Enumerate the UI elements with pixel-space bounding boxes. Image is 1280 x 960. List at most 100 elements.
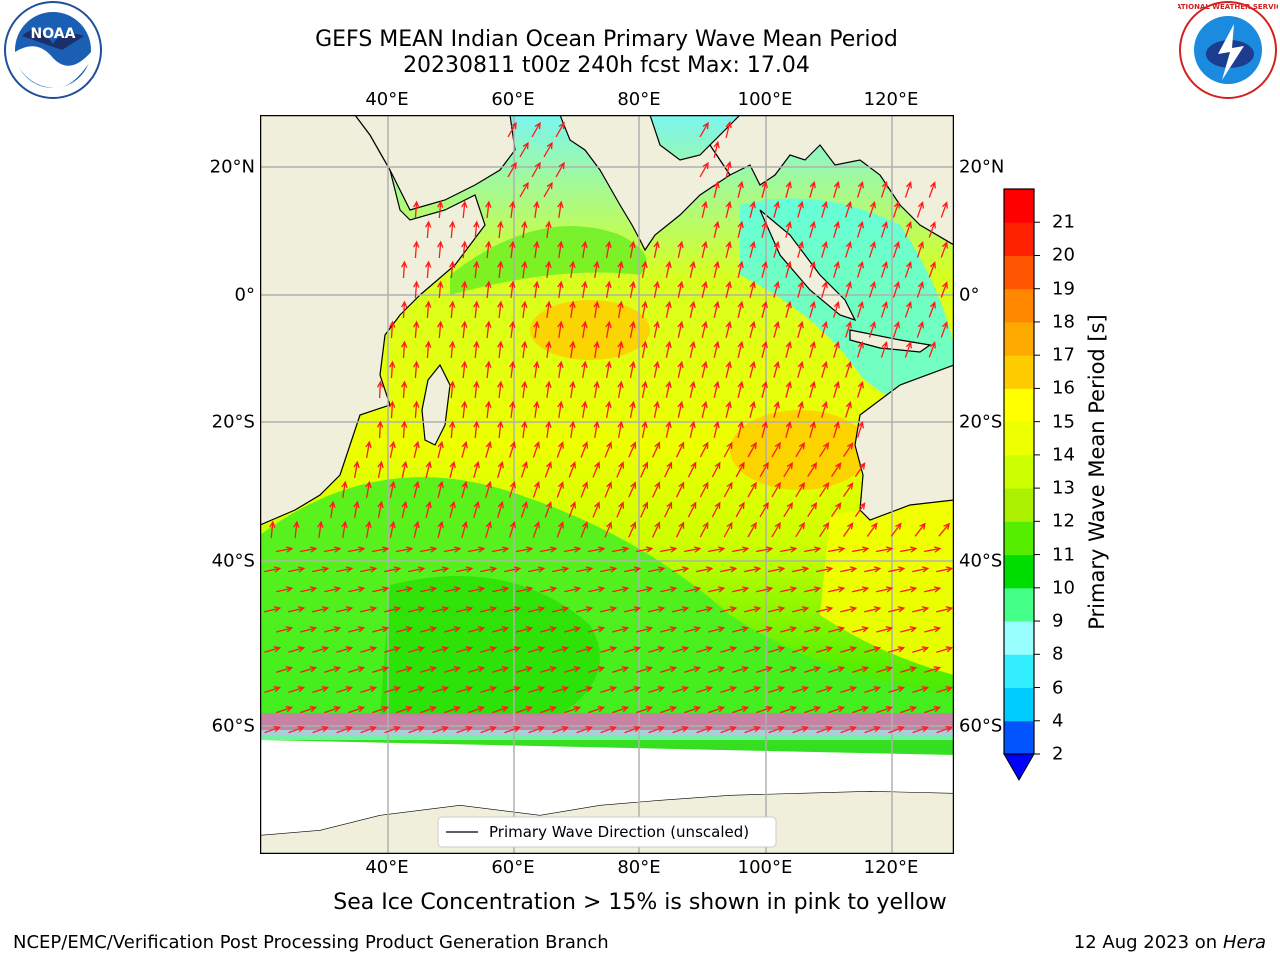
wave-direction-arrow: [275, 546, 294, 553]
wave-direction-arrow: [653, 360, 660, 378]
wave-direction-arrow: [461, 320, 468, 339]
wave-direction-arrow: [576, 686, 594, 694]
wave-direction-arrow: [880, 220, 888, 238]
lon-label-bottom-40e: 40°E: [365, 857, 409, 878]
wave-direction-arrow: [312, 566, 330, 573]
wave-direction-arrow: [821, 280, 828, 298]
map-subtitle: 20230811 t00z 240h fcst Max: 17.04: [403, 53, 810, 78]
wave-direction-arrow: [648, 686, 666, 694]
colorbar-segment: [1004, 321, 1034, 356]
wave-direction-arrow: [497, 420, 504, 438]
colorbar-segment: [1004, 687, 1034, 722]
wave-direction-arrow: [936, 726, 953, 734]
wave-direction-arrow: [940, 321, 948, 338]
wave-direction-arrow: [420, 666, 438, 673]
wave-direction-arrow: [467, 546, 486, 553]
wave-direction-arrow: [504, 566, 522, 573]
wave-direction-arrow: [830, 462, 842, 477]
wave-direction-arrow: [842, 442, 854, 457]
colorbar-tick-label: 20: [1052, 244, 1075, 266]
wave-direction-arrow: [840, 726, 857, 734]
wave-direction-arrow: [401, 420, 408, 439]
wave-direction-arrow: [737, 420, 744, 438]
wave-direction-arrows: [264, 120, 954, 734]
wave-direction-arrow: [854, 462, 866, 477]
wave-direction-arrow: [624, 726, 641, 734]
wave-direction-arrow: [665, 260, 672, 278]
wave-direction-arrow: [803, 546, 822, 553]
wave-direction-arrow: [408, 566, 426, 573]
wave-direction-arrow: [569, 380, 576, 398]
lon-label-bottom-100e: 100°E: [737, 857, 793, 878]
wave-direction-arrow: [735, 461, 745, 478]
wave-direction-arrow: [828, 666, 846, 673]
wave-direction-arrow: [564, 626, 582, 633]
wave-direction-arrow: [389, 520, 396, 538]
wave-direction-arrow: [771, 521, 781, 538]
legend-label: Primary Wave Direction (unscaled): [489, 823, 749, 841]
wave-direction-arrow: [617, 340, 624, 359]
colorbar-segment: [1004, 222, 1034, 256]
wave-direction-arrow: [552, 726, 569, 734]
madagascar-land: [421, 363, 451, 446]
wave-direction-arrow: [804, 666, 822, 673]
wave-direction-arrow: [648, 726, 665, 734]
wave-direction-arrow: [864, 566, 882, 573]
wave-direction-arrow: [640, 501, 649, 518]
wave-direction-arrow: [587, 546, 606, 553]
wave-direction-arrow: [408, 686, 426, 694]
wave-direction-arrow: [856, 340, 864, 358]
wave-direction-arrow: [437, 520, 444, 538]
wave-direction-arrow: [916, 200, 924, 218]
wave-direction-arrow: [809, 380, 816, 398]
wave-direction-arrow: [543, 181, 553, 198]
wave-direction-arrow: [564, 586, 582, 593]
map-title: GEFS MEAN Indian Ocean Primary Wave Mean…: [315, 27, 898, 52]
colorbar-segment: [1004, 587, 1034, 622]
wave-direction-arrow: [336, 646, 354, 653]
australia-land: [854, 364, 954, 521]
legend: Primary Wave Direction (unscaled): [437, 816, 777, 848]
wave-direction-arrow: [617, 260, 624, 279]
wave-direction-arrow: [804, 586, 822, 593]
wave-direction-arrow: [699, 161, 709, 178]
wave-direction-arrow: [600, 646, 618, 653]
wave-direction-arrow: [677, 280, 684, 298]
wave-direction-arrow: [735, 501, 745, 518]
wave-direction-arrow: [396, 626, 414, 633]
wave-direction-arrow: [628, 521, 637, 538]
lon-label-bottom-60e: 60°E: [491, 857, 535, 878]
wave-direction-arrow: [792, 606, 810, 613]
wave-direction-arrow: [564, 666, 582, 673]
wave-direction-arrow: [928, 221, 936, 238]
wave-direction-arrow: [360, 726, 377, 734]
wave-direction-arrow: [701, 200, 708, 218]
wave-direction-arrow: [792, 566, 810, 573]
colorbar-tick-label: 17: [1052, 344, 1075, 366]
wave-direction-arrow: [912, 686, 930, 694]
wave-direction-arrow: [809, 300, 816, 318]
wave-direction-arrow: [408, 606, 426, 613]
wave-direction-arrow: [665, 300, 672, 318]
wave-direction-arrow: [819, 482, 830, 498]
wave-direction-arrow: [747, 521, 757, 538]
wave-direction-arrow: [924, 666, 942, 673]
wave-direction-arrow: [543, 141, 553, 158]
wave-direction-arrow: [890, 522, 902, 537]
wave-direction-arrow: [648, 646, 666, 653]
wave-direction-arrow: [532, 520, 540, 538]
wave-direction-arrow: [833, 420, 840, 438]
wave-direction-arrow: [592, 461, 601, 478]
wave-direction-arrow: [761, 260, 768, 278]
wave-direction-arrow: [809, 420, 816, 438]
wave-direction-arrow: [413, 480, 420, 498]
wave-direction-arrow: [449, 500, 456, 518]
colorbar-tick-label: 4: [1052, 710, 1064, 732]
wave-direction-arrow: [636, 626, 654, 633]
wave-direction-arrow: [713, 260, 720, 278]
wave-direction-arrow: [792, 686, 810, 694]
wave-direction-arrow: [807, 462, 818, 478]
wave-direction-arrow: [701, 280, 708, 298]
wave-direction-arrow: [653, 240, 660, 258]
colorbar-tick-label: 15: [1052, 411, 1075, 433]
